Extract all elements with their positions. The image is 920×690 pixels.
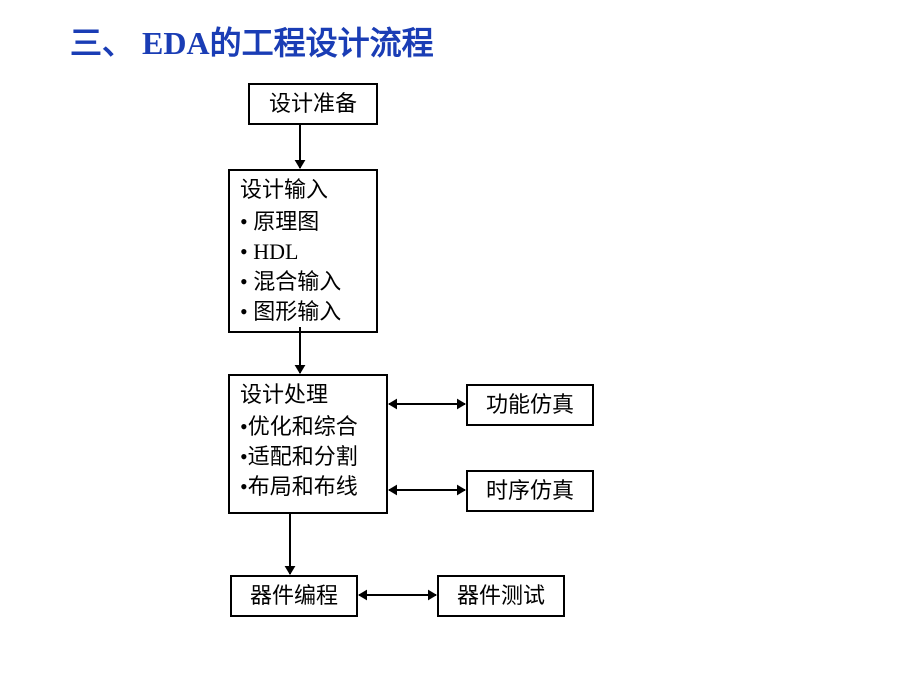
- box-input-bullet-0: • 原理图: [240, 207, 366, 237]
- box-input-bullet-2: • 混合输入: [240, 267, 366, 297]
- box-func-sim: 功能仿真: [466, 384, 594, 426]
- page-title: 三、 EDA的工程设计流程: [70, 18, 434, 64]
- box-input: 设计输入 • 原理图 • HDL • 混合输入 • 图形输入: [228, 169, 378, 333]
- box-input-heading: 设计输入: [240, 175, 366, 205]
- box-prepare: 设计准备: [248, 83, 378, 125]
- box-program: 器件编程: [230, 575, 358, 617]
- box-process-bullet-1: •适配和分割: [240, 442, 376, 472]
- box-func-sim-label: 功能仿真: [486, 392, 574, 417]
- box-timing-sim: 时序仿真: [466, 470, 594, 512]
- box-process-heading: 设计处理: [240, 380, 376, 410]
- box-program-label: 器件编程: [250, 583, 338, 608]
- box-timing-sim-label: 时序仿真: [486, 478, 574, 503]
- box-input-bullet-3: • 图形输入: [240, 297, 366, 327]
- box-process: 设计处理 •优化和综合 •适配和分割 •布局和布线: [228, 374, 388, 514]
- box-process-bullet-2: •布局和布线: [240, 472, 376, 502]
- box-test: 器件测试: [437, 575, 565, 617]
- box-input-bullet-1: • HDL: [240, 237, 366, 267]
- box-prepare-label: 设计准备: [269, 91, 357, 116]
- box-process-bullet-0: •优化和综合: [240, 412, 376, 442]
- box-test-label: 器件测试: [457, 583, 545, 608]
